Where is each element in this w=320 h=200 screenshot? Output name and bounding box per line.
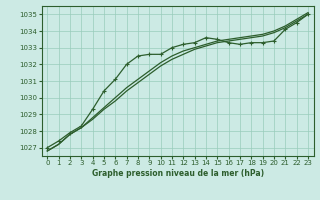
X-axis label: Graphe pression niveau de la mer (hPa): Graphe pression niveau de la mer (hPa) <box>92 169 264 178</box>
